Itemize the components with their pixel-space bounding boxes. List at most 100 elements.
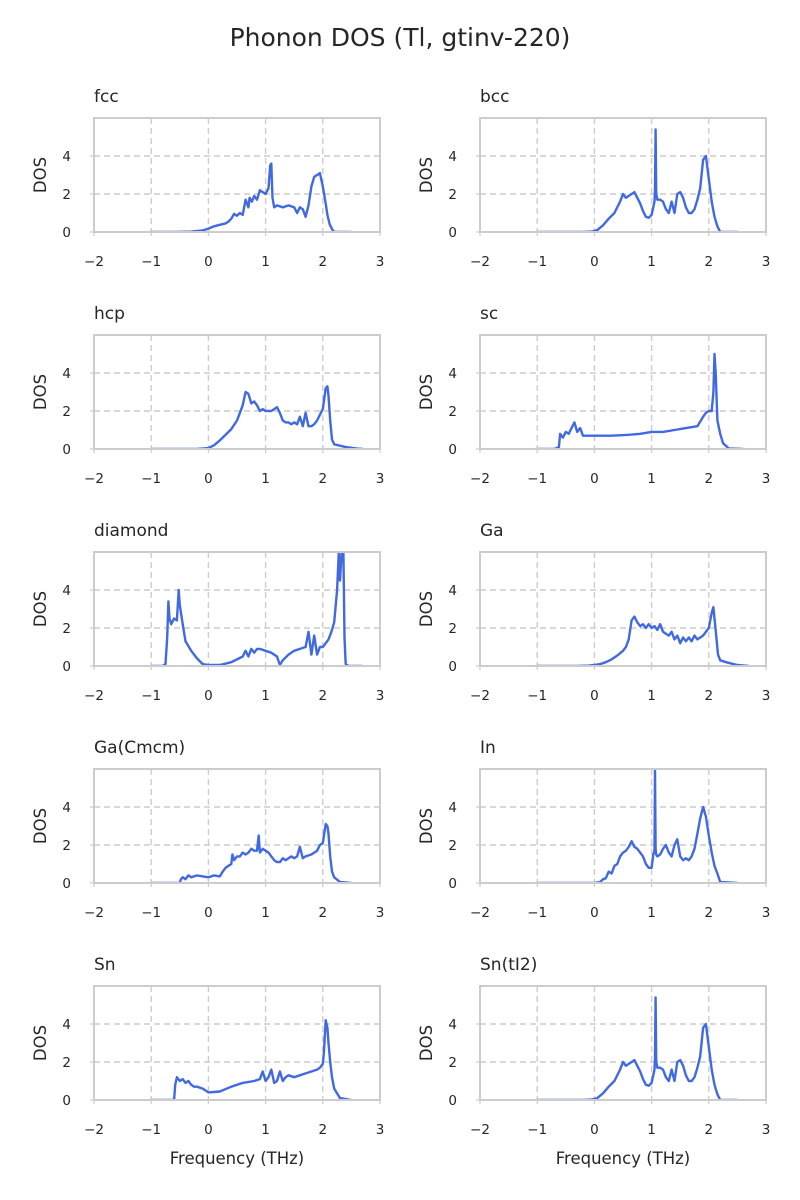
subplot-title: In	[480, 738, 496, 758]
x-tick-label: −2	[470, 688, 490, 704]
axes-frame	[479, 985, 767, 1101]
x-tick-label: −2	[84, 905, 104, 921]
y-axis-label: DOS	[417, 374, 436, 410]
y-tick-label: 0	[62, 1093, 71, 1109]
subplot-title: Ga	[480, 521, 504, 541]
y-tick-label: 0	[448, 876, 457, 892]
y-tick-label: 4	[62, 800, 71, 816]
y-tick-label: 2	[62, 187, 71, 203]
x-tick-label: 3	[376, 905, 385, 921]
subplot-title: hcp	[94, 304, 125, 324]
x-tick-label: 3	[376, 688, 385, 704]
x-tick-label: 0	[204, 905, 213, 921]
y-tick-label: 4	[62, 366, 71, 382]
x-tick-label: 0	[590, 905, 599, 921]
y-tick-label: 0	[448, 659, 457, 675]
y-axis-label: DOS	[417, 157, 436, 193]
x-tick-label: −2	[84, 471, 104, 487]
y-tick-label: 4	[62, 149, 71, 165]
x-axis-label: Frequency (THz)	[170, 1149, 305, 1168]
x-tick-label: 2	[319, 471, 328, 487]
y-axis-label: DOS	[417, 808, 436, 844]
y-tick-label: 2	[448, 187, 457, 203]
dos-line	[151, 1019, 352, 1100]
subplot-0: fcc −2 −1 0 1 2 3 0 2 4 DOS	[31, 87, 384, 270]
subplot-4: diamond −2 −1 0 1 2 3 0 2 4 DOS	[31, 521, 384, 704]
y-tick-label: 4	[448, 1017, 457, 1033]
figure-title: Phonon DOS (Tl, gtinv-220)	[230, 23, 571, 52]
x-tick-label: −1	[141, 1122, 161, 1138]
x-tick-label: −2	[470, 471, 490, 487]
subplot-2: hcp −2 −1 0 1 2 3 0 2 4 DOS	[31, 304, 384, 487]
subplot-1: bcc −2 −1 0 1 2 3 0 2 4 DOS	[417, 87, 770, 270]
x-tick-label: 2	[319, 688, 328, 704]
dos-line	[151, 552, 363, 666]
x-tick-label: 1	[647, 905, 656, 921]
dos-line	[537, 996, 738, 1100]
x-tick-label: 1	[261, 471, 270, 487]
axes-frame	[479, 551, 767, 667]
subplot-title: Sn(tI2)	[480, 955, 537, 975]
x-tick-label: 1	[647, 471, 656, 487]
dos-line	[537, 128, 738, 232]
y-tick-label: 2	[448, 621, 457, 637]
subplot-6: Ga(Cmcm) −2 −1 0 1 2 3 0 2 4 DOS	[31, 738, 384, 921]
x-tick-label: −2	[470, 1122, 490, 1138]
x-tick-label: 0	[590, 471, 599, 487]
y-tick-label: 0	[448, 442, 457, 458]
y-tick-label: 4	[62, 583, 71, 599]
x-tick-label: −2	[84, 254, 104, 270]
x-tick-label: 1	[261, 905, 270, 921]
x-tick-label: 3	[762, 905, 771, 921]
subplot-7: In −2 −1 0 1 2 3 0 2 4 DOS	[417, 738, 770, 921]
y-tick-label: 2	[62, 621, 71, 637]
x-tick-label: 2	[705, 905, 714, 921]
subplot-8: Sn −2 −1 0 1 2 3 0 2 4 DOS Frequency (THz)	[31, 955, 384, 1168]
x-tick-label: 3	[762, 1122, 771, 1138]
y-tick-label: 0	[448, 1093, 457, 1109]
x-tick-label: 0	[590, 1122, 599, 1138]
axes-frame	[93, 551, 381, 667]
x-tick-label: 3	[376, 1122, 385, 1138]
x-tick-label: 2	[705, 471, 714, 487]
x-tick-label: 2	[705, 1122, 714, 1138]
y-axis-label: DOS	[31, 808, 50, 844]
y-tick-label: 2	[448, 1055, 457, 1071]
y-axis-label: DOS	[31, 591, 50, 627]
y-tick-label: 2	[62, 404, 71, 420]
axes-frame	[93, 334, 381, 450]
x-axis-label: Frequency (THz)	[556, 1149, 691, 1168]
dos-line	[151, 162, 352, 232]
x-tick-label: 2	[705, 688, 714, 704]
x-tick-label: 3	[376, 254, 385, 270]
axes-frame	[93, 985, 381, 1101]
dos-line	[151, 822, 352, 883]
axes-frame	[479, 334, 767, 450]
dos-line	[537, 352, 744, 449]
y-tick-label: 0	[62, 876, 71, 892]
y-tick-label: 2	[62, 1055, 71, 1071]
y-tick-label: 0	[62, 225, 71, 241]
y-tick-label: 0	[62, 659, 71, 675]
axes-frame	[93, 117, 381, 233]
y-tick-label: 4	[62, 1017, 71, 1033]
x-tick-label: −1	[527, 688, 547, 704]
y-axis-label: DOS	[417, 591, 436, 627]
x-tick-label: 3	[762, 471, 771, 487]
dos-line	[537, 605, 749, 666]
y-axis-label: DOS	[417, 1025, 436, 1061]
y-axis-label: DOS	[31, 157, 50, 193]
subplot-title: sc	[480, 304, 498, 324]
y-tick-label: 4	[448, 149, 457, 165]
axes-frame	[479, 768, 767, 884]
x-tick-label: 0	[204, 254, 213, 270]
subplot-title: fcc	[94, 87, 119, 107]
y-tick-label: 0	[448, 225, 457, 241]
x-tick-label: 2	[319, 905, 328, 921]
axes-frame	[479, 117, 767, 233]
y-axis-label: DOS	[31, 1025, 50, 1061]
x-tick-label: −1	[141, 471, 161, 487]
x-tick-label: 0	[590, 254, 599, 270]
y-axis-label: DOS	[31, 374, 50, 410]
x-tick-label: −1	[141, 905, 161, 921]
